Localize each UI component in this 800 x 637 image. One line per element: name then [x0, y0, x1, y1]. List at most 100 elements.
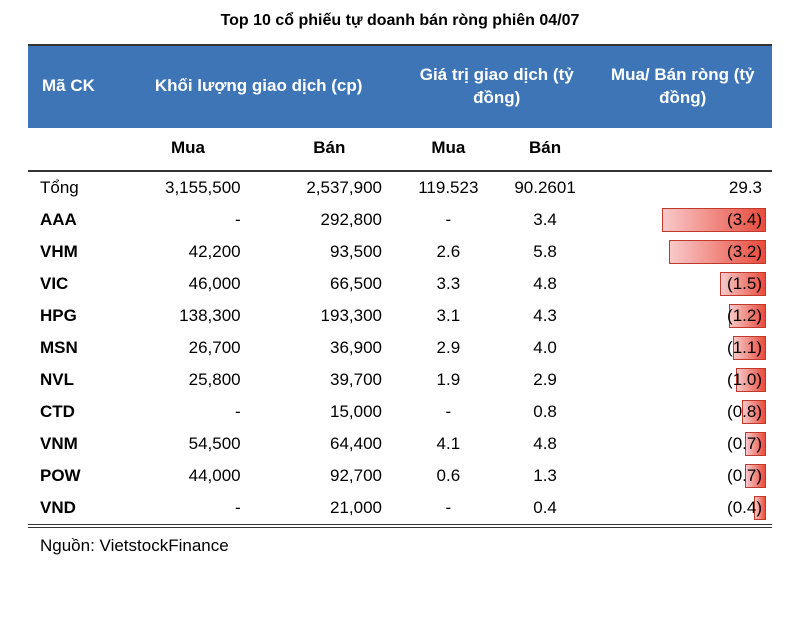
net-label: (0.7) [727, 434, 762, 454]
sub-header-val-buy: Mua [400, 128, 497, 171]
cell-vol-buy: 138,300 [117, 300, 258, 332]
cell-vol-sell: 93,500 [259, 236, 400, 268]
cell-val-buy: 2.9 [400, 332, 497, 364]
cell-total-volsell: 2,537,900 [259, 171, 400, 204]
cell-vol-buy: - [117, 492, 258, 524]
sub-header-net-empty [593, 128, 772, 171]
table-row: VHM42,20093,5002.65.8 (3.2) [28, 236, 772, 268]
cell-vol-sell: 21,000 [259, 492, 400, 524]
cell-val-sell: 0.4 [497, 492, 594, 524]
col-header-value-group: Giá trị giao dịch (tỷ đồng) [400, 46, 593, 128]
cell-vol-sell: 92,700 [259, 460, 400, 492]
header-group-row: Mã CK Khối lượng giao dịch (cp) Giá trị … [28, 46, 772, 128]
net-label: (0.4) [727, 498, 762, 518]
net-label: (1.0) [727, 370, 762, 390]
cell-vol-sell: 193,300 [259, 300, 400, 332]
table-body: Tổng 3,155,500 2,537,900 119.523 90.2601… [28, 171, 772, 524]
cell-code: VND [28, 492, 117, 524]
col-header-volume-group: Khối lượng giao dịch (cp) [117, 46, 400, 128]
table-row: VND-21,000-0.4(0.4) [28, 492, 772, 524]
cell-code: VNM [28, 428, 117, 460]
cell-val-sell: 3.4 [497, 204, 594, 236]
cell-code: CTD [28, 396, 117, 428]
cell-net: (0.7) [593, 428, 772, 460]
table-row: POW44,00092,7000.61.3(0.7) [28, 460, 772, 492]
net-label: (0.8) [727, 402, 762, 422]
cell-vol-sell: 15,000 [259, 396, 400, 428]
cell-vol-buy: - [117, 396, 258, 428]
cell-val-sell: 4.8 [497, 428, 594, 460]
table-row-total: Tổng 3,155,500 2,537,900 119.523 90.2601… [28, 171, 772, 204]
cell-code: VIC [28, 268, 117, 300]
net-label: (0.7) [727, 466, 762, 486]
net-label: (1.5) [727, 274, 762, 294]
cell-vol-sell: 66,500 [259, 268, 400, 300]
cell-val-buy: 3.3 [400, 268, 497, 300]
cell-val-sell: 2.9 [497, 364, 594, 396]
cell-net: (3.4) [593, 204, 772, 236]
table-row: MSN26,70036,9002.94.0 (1.1) [28, 332, 772, 364]
stock-table: Mã CK Khối lượng giao dịch (cp) Giá trị … [28, 46, 772, 524]
cell-net: (0.7) [593, 460, 772, 492]
cell-net: (1.5) [593, 268, 772, 300]
table-row: VNM54,50064,4004.14.8 (0.7) [28, 428, 772, 460]
cell-val-sell: 1.3 [497, 460, 594, 492]
cell-net: (0.8) [593, 396, 772, 428]
cell-vol-buy: 54,500 [117, 428, 258, 460]
cell-val-sell: 5.8 [497, 236, 594, 268]
cell-vol-buy: 46,000 [117, 268, 258, 300]
cell-vol-sell: 292,800 [259, 204, 400, 236]
cell-total-volbuy: 3,155,500 [117, 171, 258, 204]
table-container: Mã CK Khối lượng giao dịch (cp) Giá trị … [28, 44, 772, 528]
cell-val-sell: 4.0 [497, 332, 594, 364]
cell-code: HPG [28, 300, 117, 332]
cell-val-sell: 4.3 [497, 300, 594, 332]
cell-vol-buy: 42,200 [117, 236, 258, 268]
cell-total-label: Tổng [28, 171, 117, 204]
header-sub-row: Mua Bán Mua Bán [28, 128, 772, 171]
cell-vol-buy: - [117, 204, 258, 236]
cell-code: POW [28, 460, 117, 492]
cell-val-buy: 0.6 [400, 460, 497, 492]
cell-total-valsell: 90.2601 [497, 171, 594, 204]
cell-code: AAA [28, 204, 117, 236]
net-label: (3.2) [727, 242, 762, 262]
cell-vol-sell: 64,400 [259, 428, 400, 460]
cell-net: (1.0) [593, 364, 772, 396]
cell-vol-sell: 36,900 [259, 332, 400, 364]
net-label: (1.2) [727, 306, 762, 326]
cell-code: VHM [28, 236, 117, 268]
cell-vol-buy: 25,800 [117, 364, 258, 396]
cell-val-sell: 0.8 [497, 396, 594, 428]
source-text: Nguồn: VietstockFinance [28, 528, 772, 556]
cell-val-buy: - [400, 396, 497, 428]
net-label: (1.1) [727, 338, 762, 358]
table-row: AAA-292,800-3.4(3.4) [28, 204, 772, 236]
cell-val-buy: 1.9 [400, 364, 497, 396]
cell-total-valbuy: 119.523 [400, 171, 497, 204]
cell-code: MSN [28, 332, 117, 364]
cell-net: (1.2) [593, 300, 772, 332]
net-total-label: 29.3 [729, 178, 762, 198]
cell-val-buy: 3.1 [400, 300, 497, 332]
cell-total-net: 29.3 [593, 171, 772, 204]
col-header-code: Mã CK [28, 46, 117, 128]
col-header-net-group: Mua/ Bán ròng (tỷ đồng) [593, 46, 772, 128]
cell-vol-buy: 26,700 [117, 332, 258, 364]
cell-val-buy: 2.6 [400, 236, 497, 268]
page-title: Top 10 cổ phiếu tự doanh bán ròng phiên … [28, 12, 772, 30]
sub-header-vol-buy: Mua [117, 128, 258, 171]
cell-val-buy: 4.1 [400, 428, 497, 460]
sub-header-vol-sell: Bán [259, 128, 400, 171]
cell-vol-sell: 39,700 [259, 364, 400, 396]
cell-net: (3.2) [593, 236, 772, 268]
cell-net: (1.1) [593, 332, 772, 364]
cell-val-buy: - [400, 204, 497, 236]
cell-val-buy: - [400, 492, 497, 524]
sub-header-empty [28, 128, 117, 171]
net-label: (3.4) [727, 210, 762, 230]
table-row: NVL25,80039,7001.92.9 (1.0) [28, 364, 772, 396]
table-row: VIC46,00066,5003.34.8 (1.5) [28, 268, 772, 300]
cell-code: NVL [28, 364, 117, 396]
cell-val-sell: 4.8 [497, 268, 594, 300]
